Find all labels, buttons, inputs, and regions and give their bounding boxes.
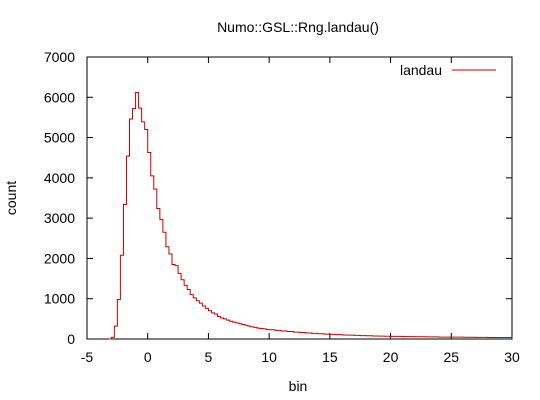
y-tick-label: 4000	[44, 170, 75, 186]
y-tick-label: 0	[67, 331, 75, 347]
series-layer	[108, 91, 513, 340]
y-tick-label: 6000	[44, 89, 75, 105]
legend: landau	[400, 62, 496, 78]
chart-title: Numo::GSL::Rng.landau()	[217, 19, 379, 35]
x-tick-label: 25	[443, 349, 459, 365]
legend-label: landau	[400, 62, 442, 78]
y-tick-label: 3000	[44, 210, 75, 226]
y-tick-label: 7000	[44, 49, 75, 65]
y-axis-ticks: 0 1000 2000 3000 4000 5000 6000 7000	[44, 49, 512, 347]
x-tick-label: 10	[261, 349, 277, 365]
x-tick-label: 15	[322, 349, 338, 365]
series-line-landau	[108, 91, 513, 340]
plot-frame	[86, 56, 513, 340]
y-tick-label: 5000	[44, 130, 75, 146]
x-tick-label: 30	[504, 349, 520, 365]
y-tick-label: 2000	[44, 250, 75, 266]
x-tick-label: 5	[205, 349, 213, 365]
x-tick-label: -5	[81, 349, 94, 365]
x-tick-label: 0	[144, 349, 152, 365]
x-axis-ticks: -5 0 5 10 15 20 25 30	[81, 57, 520, 365]
y-axis-label: count	[3, 181, 19, 215]
y-tick-label: 1000	[44, 291, 75, 307]
x-axis-label: bin	[289, 378, 308, 394]
x-tick-label: 20	[383, 349, 399, 365]
